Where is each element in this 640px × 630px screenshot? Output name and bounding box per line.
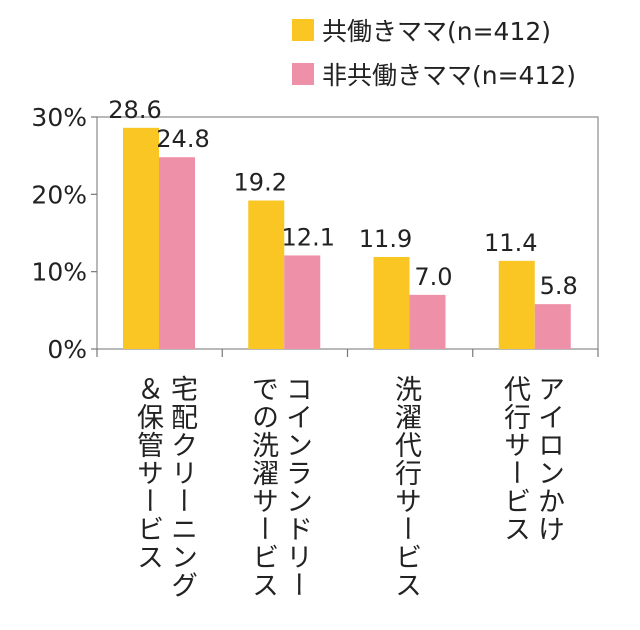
legend-item-non-working-moms: 非共働きママ(n=412) [292, 52, 576, 96]
bar [284, 255, 321, 349]
y-axis-tick-label: 0% [47, 335, 87, 364]
category-label-laundry-service: 洗濯代行サービス [388, 375, 422, 599]
y-axis-tick-label: 30% [31, 103, 87, 132]
bar [248, 200, 285, 349]
data-label: 24.8 [156, 125, 209, 153]
category-label-line: 代行サービス [499, 375, 530, 543]
category-label-line: コインランドリー [281, 375, 312, 599]
bar [498, 260, 535, 349]
data-label: 11.9 [359, 225, 412, 253]
legend: 共働きママ(n=412) 非共働きママ(n=412) [292, 8, 576, 96]
y-axis-tick-label: 10% [31, 258, 87, 287]
category-label-ironing: アイロンかけ 代行サービス [497, 375, 565, 543]
bar [409, 294, 446, 349]
legend-swatch-working-moms [292, 19, 314, 41]
legend-label-working-moms: 共働きママ(n=412) [322, 17, 552, 46]
category-label-line: 宅配クリーニング [166, 375, 197, 599]
category-label-line: 洗濯代行サービス [390, 375, 421, 599]
data-label: 7.0 [414, 263, 452, 291]
data-label: 19.2 [234, 169, 287, 197]
bar [534, 304, 571, 349]
category-label-line: アイロンかけ [533, 375, 564, 543]
data-label: 12.1 [282, 223, 335, 251]
data-label: 5.8 [540, 272, 578, 300]
bar [373, 256, 410, 349]
data-label: 28.6 [108, 96, 161, 124]
bar [123, 127, 159, 350]
legend-item-working-moms: 共働きママ(n=412) [292, 8, 576, 52]
y-axis-tick-label: 20% [31, 180, 87, 209]
legend-label-non-working-moms: 非共働きママ(n=412) [322, 61, 577, 90]
bar [159, 157, 195, 349]
category-label-coin-laundry: コインランドリー での洗濯サービス [245, 375, 313, 599]
category-label-line: ＆保管サービス [132, 375, 163, 571]
legend-swatch-non-working-moms [292, 63, 314, 85]
category-label-line: での洗濯サービス [247, 375, 278, 599]
category-label-dry-cleaning: 宅配クリーニング ＆保管サービス [130, 375, 198, 599]
data-label: 11.4 [484, 229, 537, 257]
